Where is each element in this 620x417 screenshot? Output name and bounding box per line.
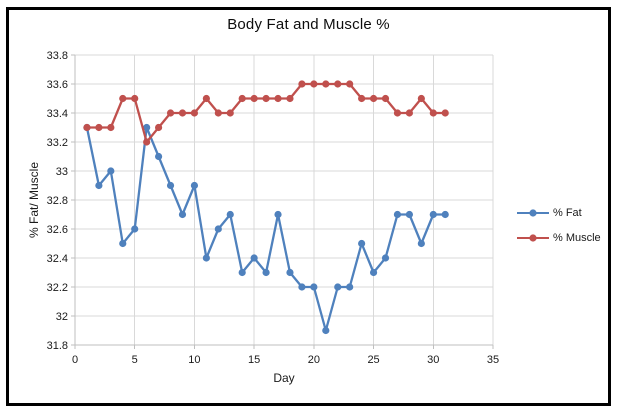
y-tick-label: 33.4 (47, 108, 68, 120)
data-point-fat (441, 210, 449, 219)
data-point-fat (358, 239, 366, 248)
y-tick-label: 32.4 (47, 253, 68, 265)
y-axis-title: % Fat/ Muscle (27, 161, 41, 239)
data-point-muscle (322, 80, 330, 88)
data-point-fat (95, 181, 103, 190)
data-point-muscle (226, 109, 234, 117)
data-point-fat (166, 181, 175, 190)
axes (71, 54, 494, 349)
data-point-fat (107, 167, 115, 175)
data-point-muscle (298, 80, 306, 88)
data-point-fat (298, 283, 306, 291)
chart-title: Body Fat and Muscle % (227, 16, 390, 33)
data-point-muscle (190, 109, 199, 117)
x-axis-title: Day (273, 371, 295, 385)
data-point-muscle (143, 138, 151, 146)
data-point-muscle (310, 80, 318, 88)
data-point-fat (346, 283, 354, 291)
data-point-fat (131, 225, 139, 233)
data-point-fat (214, 225, 222, 233)
muscle-series-swatch-icon (517, 234, 549, 242)
legend-item-muscle: % Muscle (516, 230, 601, 246)
data-point-muscle (346, 80, 354, 88)
y-tick-labels: 31.8 32 32.2 32.4 32.6 32.8 33 33.2 33.4 33.6 33.8 (47, 50, 68, 352)
data-point-fat (381, 254, 390, 262)
data-point-muscle (131, 94, 139, 103)
data-point-muscle (178, 109, 187, 117)
data-point-fat (417, 239, 425, 248)
data-point-muscle (262, 94, 270, 103)
data-point-fat (143, 123, 151, 132)
x-tick-label: 5 (132, 354, 138, 366)
x-tick-label: 25 (367, 354, 379, 366)
data-point-fat (369, 268, 378, 277)
data-point-fat (334, 283, 342, 291)
x-tick-label: 15 (248, 354, 260, 366)
data-point-fat (262, 268, 270, 277)
y-tick-label: 32.6 (47, 224, 68, 236)
data-point-fat (202, 254, 210, 262)
data-point-muscle (238, 94, 246, 103)
data-point-fat (393, 210, 402, 219)
legend-label-fat: % Fat (553, 207, 582, 219)
data-point-muscle (381, 94, 390, 103)
y-tick-label: 32.8 (47, 195, 68, 207)
data-point-fat (310, 283, 318, 291)
series-muscle (83, 80, 449, 146)
data-point-fat (226, 210, 234, 219)
chart-frame (6, 7, 611, 406)
gridlines (75, 54, 494, 345)
data-point-muscle (119, 94, 127, 103)
data-point-muscle (286, 94, 294, 103)
y-tick-label: 32 (56, 311, 68, 323)
legend: % Fat % Muscle (516, 205, 601, 246)
data-point-fat (405, 210, 413, 219)
legend-label-muscle: % Muscle (553, 232, 601, 244)
data-point-muscle (369, 94, 378, 103)
x-tick-label: 10 (188, 354, 200, 366)
data-point-muscle (417, 94, 425, 103)
data-point-muscle (429, 109, 437, 117)
y-tick-label: 31.8 (47, 340, 68, 352)
y-tick-label: 33.8 (47, 50, 68, 62)
x-tick-label: 35 (487, 354, 499, 366)
data-point-muscle (358, 94, 366, 103)
data-point-fat (238, 268, 246, 277)
data-point-fat (286, 268, 294, 277)
data-point-muscle (214, 109, 222, 117)
data-point-muscle (441, 109, 449, 117)
data-point-muscle (166, 109, 175, 117)
data-point-fat (155, 152, 163, 161)
data-point-muscle (250, 94, 258, 103)
data-point-muscle (334, 80, 342, 88)
data-point-fat (274, 210, 282, 219)
data-point-muscle (107, 123, 115, 132)
data-point-muscle (393, 109, 402, 117)
x-tick-label: 20 (308, 354, 320, 366)
data-point-fat (119, 239, 127, 248)
data-point-muscle (274, 94, 282, 103)
y-tick-label: 33 (56, 166, 68, 178)
data-point-muscle (202, 94, 210, 103)
data-point-fat (190, 181, 199, 190)
data-point-fat (178, 210, 187, 219)
data-point-fat (250, 254, 258, 262)
legend-item-fat: % Fat (516, 205, 601, 221)
data-point-muscle (155, 123, 163, 132)
fat-series-swatch-icon (517, 209, 549, 217)
y-tick-label: 33.2 (47, 137, 68, 149)
y-tick-label: 32.2 (47, 282, 68, 294)
data-point-muscle (405, 109, 413, 117)
data-point-fat (322, 326, 330, 335)
x-tick-labels: 0 5 10 15 20 25 30 35 (72, 354, 499, 366)
data-point-fat (429, 210, 437, 219)
y-tick-label: 33.6 (47, 79, 68, 91)
x-tick-label: 0 (72, 354, 78, 366)
data-point-muscle (83, 123, 91, 132)
x-tick-label: 30 (427, 354, 439, 366)
data-point-muscle (95, 123, 103, 132)
